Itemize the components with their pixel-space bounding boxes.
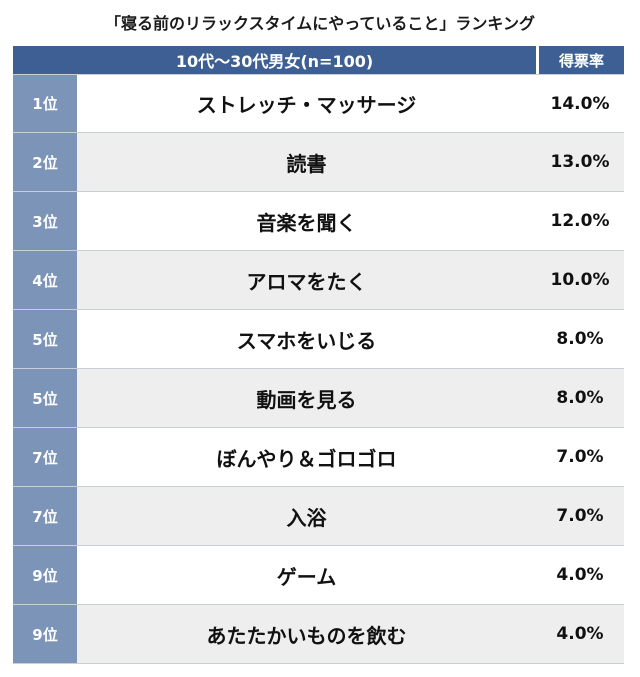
- table-row: 7位 ぼんやり＆ゴロゴロ 7.0%: [13, 428, 624, 487]
- activity-cell: ゲーム: [77, 546, 537, 604]
- rate-cell: 4.0%: [536, 546, 624, 604]
- rate-cell: 8.0%: [536, 310, 624, 368]
- table-row: 4位 アロマをたく 10.0%: [13, 251, 624, 310]
- rank-cell: 5位: [13, 310, 77, 368]
- table-row: 5位 スマホをいじる 8.0%: [13, 310, 624, 369]
- activity-cell: ストレッチ・マッサージ: [77, 75, 537, 132]
- activity-cell: アロマをたく: [77, 251, 537, 309]
- table-row: 9位 ゲーム 4.0%: [13, 546, 624, 605]
- rank-cell: 9位: [13, 546, 77, 604]
- rank-cell: 3位: [13, 192, 77, 250]
- activity-cell: 動画を見る: [77, 369, 537, 427]
- rank-cell: 2位: [13, 133, 77, 191]
- rate-cell: 14.0%: [536, 75, 624, 132]
- respondent-group-header: 10代〜30代男女(n=100): [13, 46, 536, 74]
- table-row: 9位 あたたかいものを飲む 4.0%: [13, 605, 624, 664]
- activity-cell: ぼんやり＆ゴロゴロ: [77, 428, 537, 486]
- rate-cell: 10.0%: [536, 251, 624, 309]
- rate-cell: 8.0%: [536, 369, 624, 427]
- rank-cell: 4位: [13, 251, 77, 309]
- rank-cell: 7位: [13, 428, 77, 486]
- rank-cell: 9位: [13, 605, 77, 663]
- activity-cell: 入浴: [77, 487, 537, 545]
- ranking-title: 「寝る前のリラックスタイムにやっていること」ランキング: [105, 14, 535, 33]
- table-header: 10代〜30代男女(n=100) 得票率: [13, 46, 624, 74]
- rate-cell: 12.0%: [536, 192, 624, 250]
- activity-cell: あたたかいものを飲む: [77, 605, 537, 663]
- rate-cell: 7.0%: [536, 428, 624, 486]
- rank-cell: 7位: [13, 487, 77, 545]
- rank-cell: 1位: [13, 75, 77, 132]
- rank-cell: 5位: [13, 369, 77, 427]
- activity-cell: スマホをいじる: [77, 310, 537, 368]
- activity-cell: 音楽を聞く: [77, 192, 537, 250]
- ranking-table: 1位 ストレッチ・マッサージ 14.0% 2位 読書 13.0% 3位 音楽を聞…: [13, 74, 624, 664]
- table-row: 1位 ストレッチ・マッサージ 14.0%: [13, 74, 624, 133]
- table-row: 7位 入浴 7.0%: [13, 487, 624, 546]
- table-row: 2位 読書 13.0%: [13, 133, 624, 192]
- table-row: 3位 音楽を聞く 12.0%: [13, 192, 624, 251]
- vote-rate-header: 得票率: [539, 46, 624, 74]
- activity-cell: 読書: [77, 133, 537, 191]
- rate-cell: 4.0%: [536, 605, 624, 663]
- rate-cell: 7.0%: [536, 487, 624, 545]
- table-row: 5位 動画を見る 8.0%: [13, 369, 624, 428]
- rate-cell: 13.0%: [536, 133, 624, 191]
